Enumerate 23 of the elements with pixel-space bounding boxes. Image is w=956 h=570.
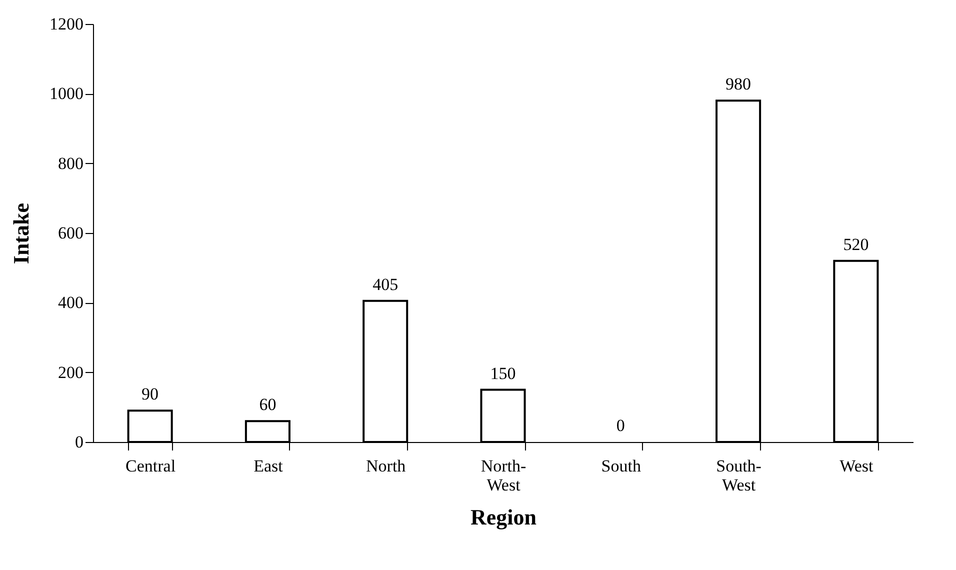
data-label: 0 bbox=[616, 416, 625, 435]
data-label: 520 bbox=[843, 234, 869, 254]
data-label: 980 bbox=[726, 74, 752, 94]
x-tick-label: North-West bbox=[480, 456, 526, 494]
x-tick-label: South-West bbox=[716, 456, 762, 494]
y-tick-label: 600 bbox=[58, 224, 84, 242]
x-tick-label: North bbox=[366, 456, 406, 476]
data-label: 90 bbox=[142, 384, 159, 404]
y-tick-label: 1200 bbox=[50, 14, 84, 34]
x-tick-label: West bbox=[840, 456, 874, 476]
data-label: 150 bbox=[490, 364, 516, 383]
x-tick-label: East bbox=[254, 456, 284, 476]
x-tick-label: South bbox=[601, 456, 642, 476]
y-tick-label: 0 bbox=[75, 432, 84, 452]
x-axis-title: Region bbox=[470, 504, 536, 530]
y-axis-title: Intake bbox=[8, 202, 34, 264]
y-tick-label: 400 bbox=[58, 293, 84, 312]
x-tick-label: Central bbox=[126, 456, 176, 476]
y-tick-label: 800 bbox=[58, 154, 84, 173]
y-tick-label: 1000 bbox=[50, 84, 84, 104]
data-label: 60 bbox=[259, 395, 276, 414]
y-tick-label: 200 bbox=[58, 362, 84, 382]
data-label: 405 bbox=[372, 274, 398, 294]
